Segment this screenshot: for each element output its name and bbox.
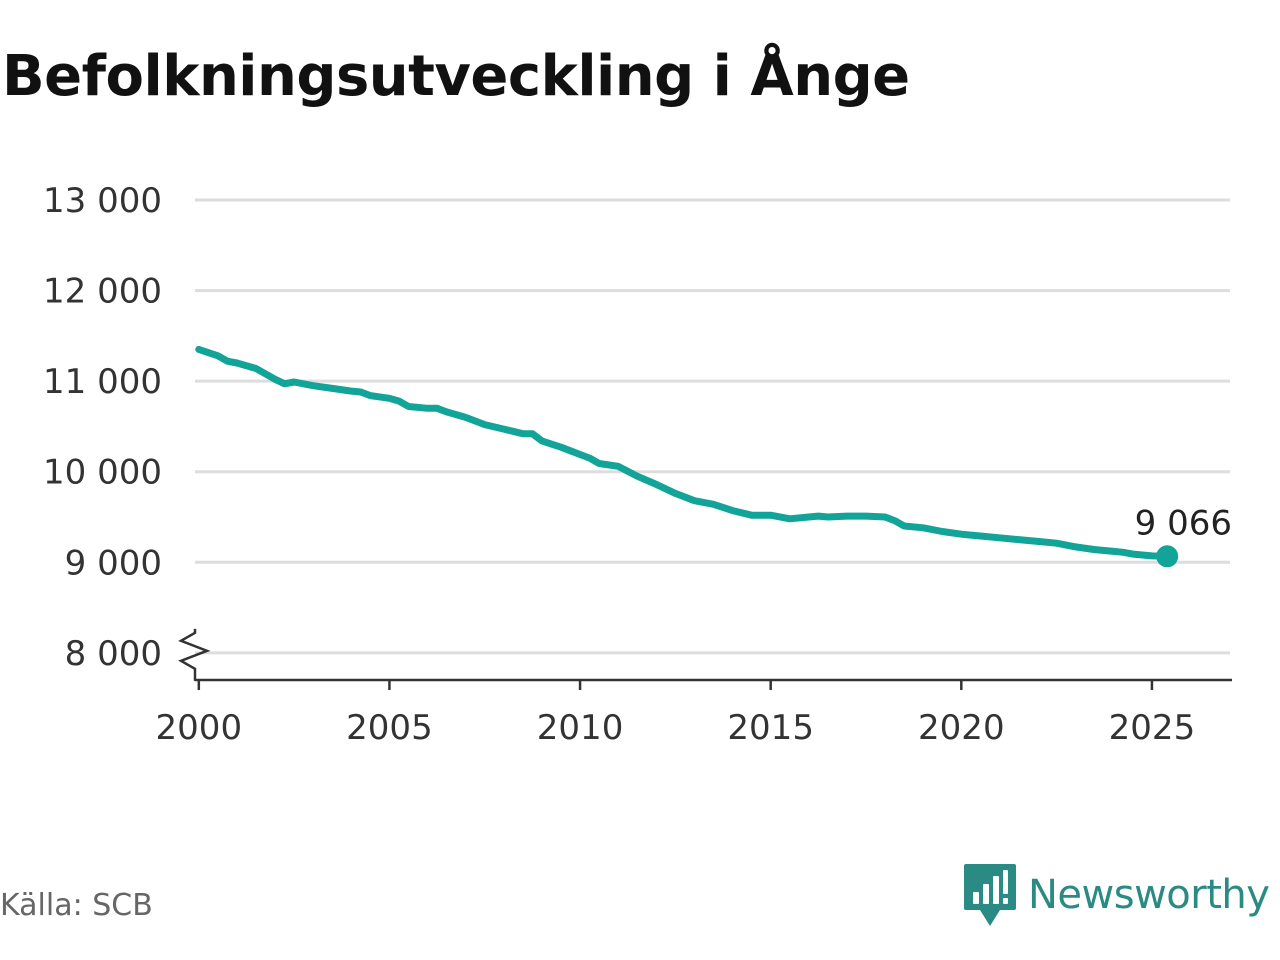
x-tick-label: 2010 bbox=[537, 708, 624, 748]
y-tick-label: 11 000 bbox=[43, 362, 162, 402]
line-chart: 8 000 9 000 10 000 11 000 12 000 13 000 2000 20… bbox=[43, 181, 1232, 748]
y-tick-label: 8 000 bbox=[65, 634, 162, 674]
x-tick-label: 2005 bbox=[346, 708, 433, 748]
end-value-label: 9 066 bbox=[1135, 503, 1232, 543]
x-tick-label: 2020 bbox=[918, 708, 1005, 748]
x-tick-label: 2025 bbox=[1109, 708, 1196, 748]
population-series-line bbox=[195, 345, 1171, 560]
axis-break-marker bbox=[178, 628, 211, 681]
series-layer: 9 066 bbox=[195, 345, 1232, 568]
brand-name: Newsworthy bbox=[1028, 872, 1270, 918]
newsworthy-logo-icon bbox=[964, 864, 1016, 926]
y-tick-label: 12 000 bbox=[43, 272, 162, 312]
end-point-marker bbox=[1156, 545, 1179, 568]
x-tick-label: 2000 bbox=[156, 708, 243, 748]
y-tick-label: 10 000 bbox=[43, 453, 162, 493]
source-label: Källa: SCB bbox=[0, 888, 153, 923]
axes: 8 000 9 000 10 000 11 000 12 000 13 000 2000 20… bbox=[43, 181, 1232, 748]
x-tick-label: 2015 bbox=[727, 708, 814, 748]
y-tick-label: 9 000 bbox=[65, 543, 162, 583]
y-tick-label: 13 000 bbox=[43, 181, 162, 221]
chart-title: Befolkningsutveckling i Ånge bbox=[2, 44, 910, 109]
brand-logo[interactable]: Newsworthy bbox=[962, 862, 1270, 928]
gridlines bbox=[195, 198, 1230, 655]
